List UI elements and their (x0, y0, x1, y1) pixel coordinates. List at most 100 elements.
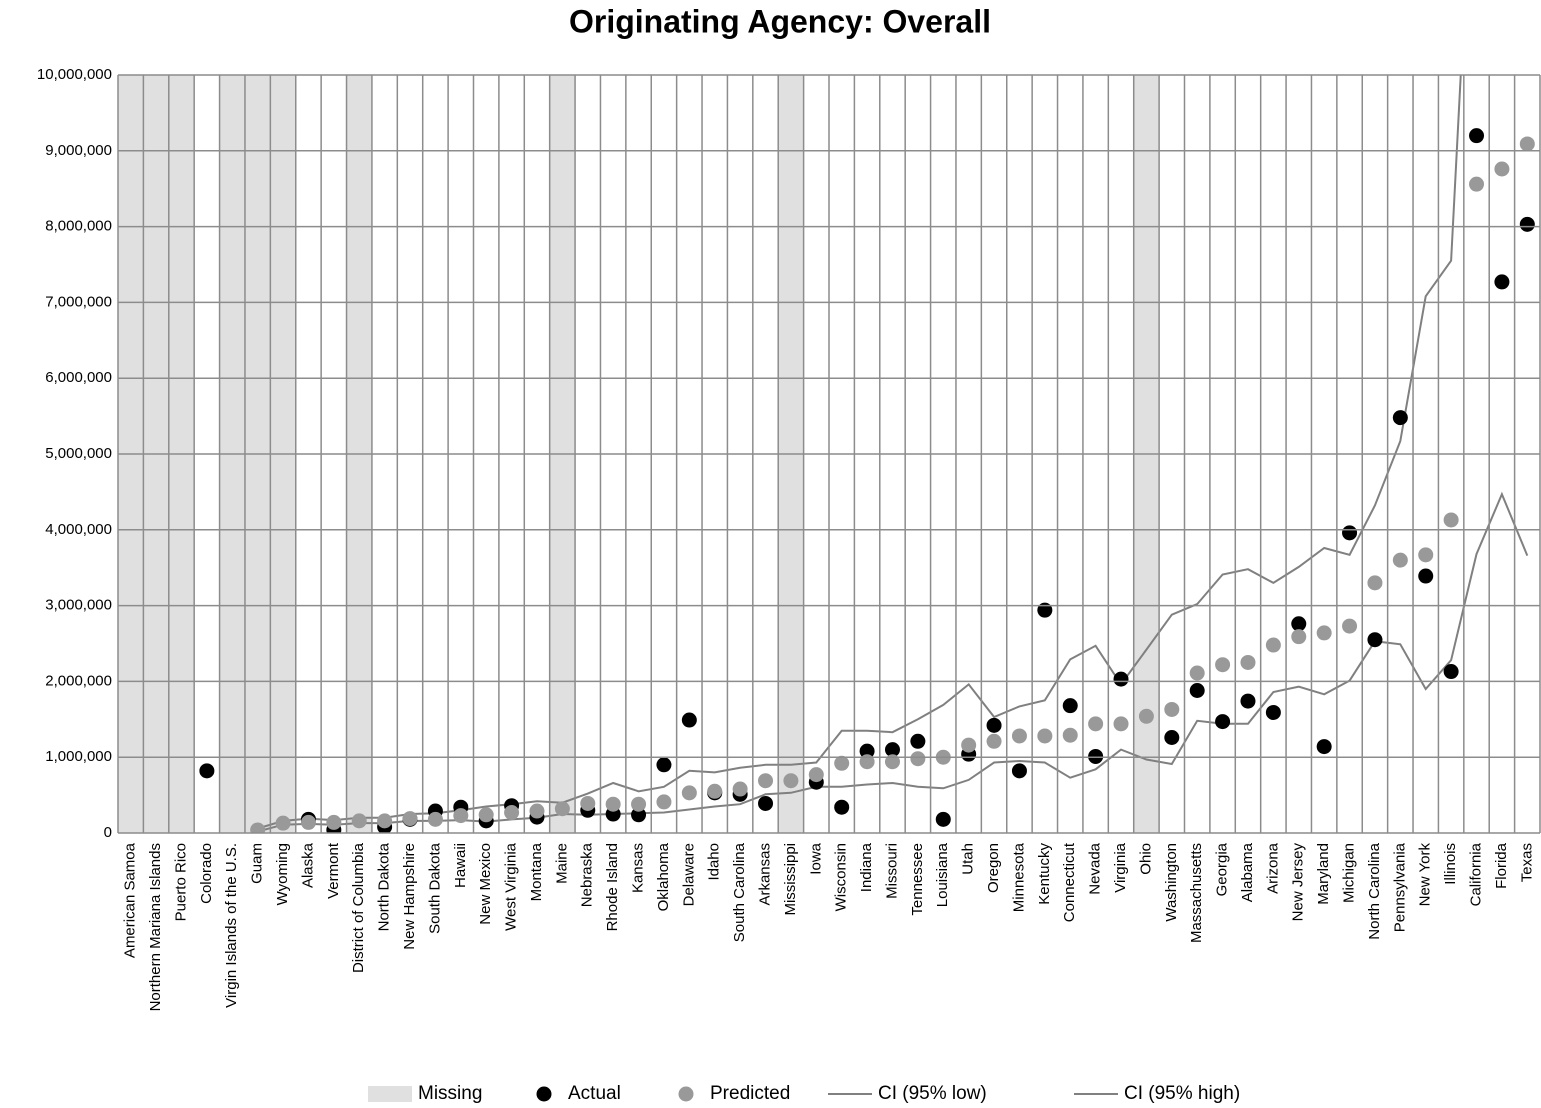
data-point (1062, 727, 1078, 743)
data-point (1037, 602, 1053, 618)
x-tick-label: Idaho (706, 843, 723, 881)
legend-swatch (536, 1086, 552, 1102)
data-point (834, 799, 850, 815)
x-tick-label: American Samoa (122, 842, 139, 958)
data-point (1291, 616, 1307, 632)
x-tick-label: Iowa (807, 842, 824, 874)
x-tick-label: Utah (960, 843, 977, 875)
x-tick-label: Vermont (325, 842, 342, 899)
x-tick-label: Kentucky (1036, 843, 1053, 905)
legend-label: CI (95% low) (878, 1083, 987, 1104)
data-point (707, 783, 723, 799)
data-point (758, 795, 774, 811)
data-point (1443, 512, 1459, 528)
data-point (1367, 632, 1383, 648)
data-point (758, 773, 774, 789)
data-point (1342, 618, 1358, 634)
x-tick-label: Nebraska (579, 842, 596, 907)
legend-swatch (678, 1086, 694, 1102)
data-point (1519, 136, 1535, 152)
data-point (529, 803, 545, 819)
data-point (250, 822, 266, 833)
x-tick-label: New Mexico (477, 843, 494, 925)
data-point (478, 807, 494, 823)
x-tick-label: Indiana (858, 842, 875, 892)
x-tick-label: North Carolina (1366, 842, 1383, 939)
data-point (1011, 763, 1027, 779)
x-tick-label: Missouri (883, 843, 900, 899)
x-tick-label: Wyoming (274, 843, 291, 905)
y-tick-label: 6,000,000 (45, 369, 112, 386)
x-tick-label: Hawaii (452, 843, 469, 888)
data-point (935, 811, 951, 827)
x-tick-label: Oregon (985, 843, 1002, 893)
x-tick-label: Massachusetts (1188, 843, 1205, 943)
x-tick-label: Pennsylvania (1391, 842, 1408, 932)
data-point (1037, 728, 1053, 744)
data-point (910, 733, 926, 749)
x-tick-label: Michigan (1341, 843, 1358, 903)
data-point (859, 743, 875, 759)
data-point (631, 796, 647, 812)
y-tick-label: 8,000,000 (45, 218, 112, 235)
data-point (656, 794, 672, 810)
legend-label: CI (95% high) (1124, 1083, 1240, 1104)
y-tick-label: 3,000,000 (45, 597, 112, 614)
x-tick-label: South Carolina (731, 842, 748, 942)
legend-label: Actual (568, 1083, 621, 1104)
x-tick-label: Arkansas (756, 843, 773, 906)
data-point (1240, 693, 1256, 709)
x-tick-label: California (1467, 842, 1484, 906)
x-tick-label: Alabama (1239, 842, 1256, 902)
x-tick-label: New York (1417, 843, 1434, 907)
x-tick-label: Wisconsin (833, 843, 850, 911)
data-point (1519, 216, 1535, 232)
data-point (1392, 552, 1408, 568)
data-point (351, 813, 367, 829)
data-point (300, 814, 316, 830)
x-tick-label: Oklahoma (655, 842, 672, 911)
x-tick-label: District of Columbia (350, 842, 367, 973)
x-tick-label: Texas (1518, 843, 1535, 882)
data-point (1088, 716, 1104, 732)
data-point (504, 805, 520, 821)
data-point (402, 811, 418, 827)
x-tick-label: West Virginia (503, 842, 520, 930)
x-tick-label: Northern Mariana Islands (147, 843, 164, 1011)
data-point (1164, 701, 1180, 717)
data-point (605, 796, 621, 812)
x-tick-label: Kansas (630, 843, 647, 893)
data-point (910, 751, 926, 767)
data-point (1392, 410, 1408, 426)
chart-title: Originating Agency: Overall (569, 3, 991, 39)
data-point (1215, 714, 1231, 730)
x-tick-label: Maryland (1315, 843, 1332, 905)
data-point (1469, 128, 1485, 144)
data-point (1011, 728, 1027, 744)
ci-line (257, 491, 1529, 833)
data-point (199, 763, 215, 779)
x-tick-label: Connecticut (1061, 842, 1078, 922)
x-tick-label: Rhode Island (604, 843, 621, 931)
data-point (1418, 568, 1434, 584)
data-point (732, 781, 748, 797)
x-tick-label: Delaware (680, 843, 697, 906)
data-point (986, 733, 1002, 749)
data-point (377, 813, 393, 829)
data-point (656, 757, 672, 773)
data-point (1189, 665, 1205, 681)
y-tick-label: 7,000,000 (45, 293, 112, 310)
data-point (1316, 625, 1332, 641)
data-point (961, 737, 977, 753)
y-tick-label: 4,000,000 (45, 521, 112, 538)
x-tick-label: Montana (528, 842, 545, 901)
data-point (1240, 654, 1256, 670)
x-tick-label: Puerto Rico (172, 843, 189, 921)
data-point (427, 811, 443, 827)
data-point (1342, 525, 1358, 541)
data-point (1113, 671, 1129, 687)
data-point (580, 795, 596, 811)
y-tick-label: 0 (104, 824, 112, 841)
